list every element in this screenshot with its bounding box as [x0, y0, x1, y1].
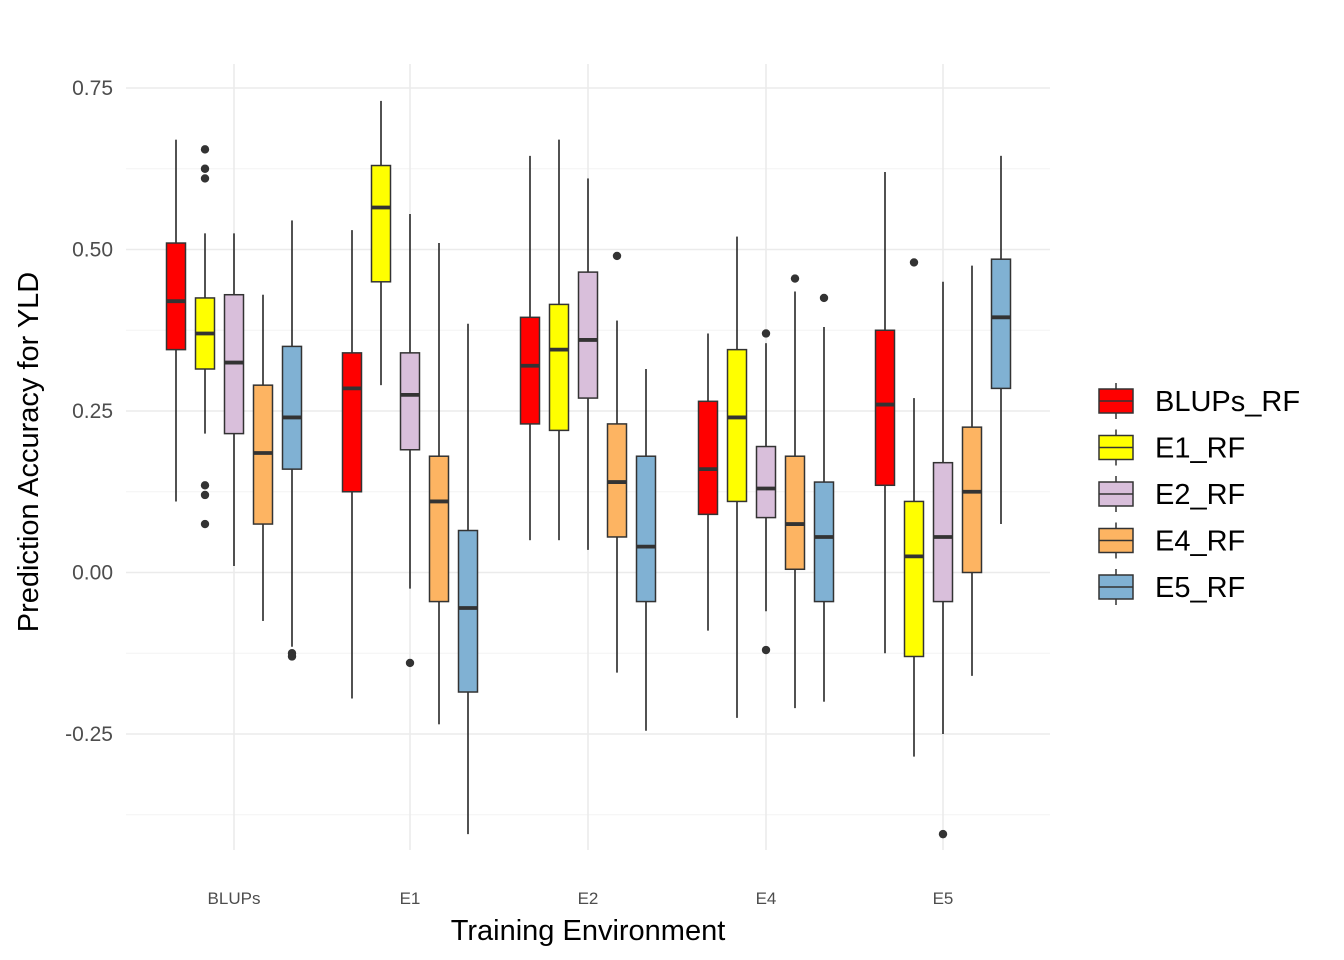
box-E5_RF-BLUPs: [281, 220, 303, 661]
box-E2_RF-E1: [399, 213, 421, 668]
box-E1_RF-E5: [903, 258, 925, 757]
legend-item-E2_RF: E2_RF: [1098, 476, 1245, 512]
box-BLUPs_RF-E2: [519, 155, 541, 541]
x-tick-label: E2: [578, 889, 599, 908]
box-BLUPs_RF-E1: [341, 230, 363, 699]
box-iqr: [577, 271, 599, 399]
outlier-point: [287, 652, 297, 661]
x-axis-ticks: BLUPs E1 E2 E4 E5: [208, 889, 954, 908]
legend-item-E1_RF: E1_RF: [1098, 429, 1245, 466]
legend-item-E5_RF: E5_RF: [1098, 569, 1245, 605]
box-E2_RF-E5: [932, 281, 954, 839]
box-iqr: [813, 481, 835, 603]
box-E4_RF-BLUPs: [252, 294, 274, 621]
box-series: [165, 100, 1012, 839]
box-BLUPs_RF-E4: [697, 333, 719, 631]
legend-label: E4_RF: [1155, 526, 1245, 558]
outlier-point: [612, 251, 622, 261]
box-iqr: [932, 461, 954, 603]
box-iqr: [874, 329, 896, 487]
y-tick-label: 0.50: [72, 239, 113, 262]
outlier-point: [200, 490, 210, 500]
box-BLUPs_RF-E5: [874, 171, 896, 654]
box-E5_RF-E4: [813, 293, 835, 702]
legend-item-BLUPs_RF: BLUPs_RF: [1098, 383, 1300, 419]
y-tick-label: 0.75: [72, 77, 113, 100]
legend: BLUPs_RF E1_RF E2_RF E4_RF E5_RF: [1098, 383, 1300, 605]
box-iqr: [961, 426, 983, 574]
legend-item-E4_RF: E4_RF: [1098, 522, 1245, 559]
box-E2_RF-E4: [755, 329, 777, 655]
box-iqr: [903, 500, 925, 658]
box-iqr: [635, 455, 657, 603]
legend-label: E1_RF: [1155, 433, 1245, 465]
box-iqr: [519, 316, 541, 425]
box-iqr: [784, 455, 806, 571]
outlier-point: [938, 829, 948, 839]
box-iqr: [399, 352, 421, 451]
x-tick-label: E5: [933, 889, 954, 908]
box-iqr: [697, 400, 719, 516]
box-iqr: [370, 164, 392, 283]
box-E5_RF-E5: [990, 155, 1012, 525]
box-iqr: [726, 348, 748, 503]
box-E4_RF-E1: [428, 243, 450, 725]
outlier-point: [819, 293, 829, 303]
box-iqr: [281, 345, 303, 470]
box-iqr: [548, 303, 570, 432]
outlier-point: [200, 481, 210, 490]
box-iqr: [990, 258, 1012, 390]
outlier-point: [761, 645, 771, 655]
box-E2_RF-BLUPs: [223, 233, 245, 567]
outlier-point: [909, 258, 919, 267]
box-iqr: [341, 352, 363, 493]
y-axis-ticks: -0.25 0.00 0.25 0.50 0.75: [65, 77, 113, 746]
y-tick-label: 0.00: [72, 562, 113, 585]
x-axis-title: Training Environment: [451, 915, 726, 947]
box-E4_RF-E4: [784, 274, 806, 709]
outlier-point: [200, 174, 210, 183]
box-iqr: [428, 455, 450, 603]
x-tick-label: E1: [400, 889, 421, 908]
box-iqr: [165, 242, 187, 351]
box-E1_RF-E1: [370, 100, 392, 386]
y-axis-title: Prediction Accuracy for YLD: [13, 272, 45, 633]
box-E5_RF-E1: [457, 323, 479, 835]
x-tick-label: BLUPs: [208, 889, 261, 908]
box-BLUPs_RF-BLUPs: [165, 139, 187, 502]
box-E1_RF-E2: [548, 139, 570, 541]
outlier-point: [761, 329, 771, 338]
y-tick-label: -0.25: [65, 723, 113, 746]
box-E1_RF-BLUPs: [194, 145, 216, 529]
legend-label: BLUPs_RF: [1155, 386, 1300, 418]
outlier-point: [200, 519, 210, 529]
y-tick-label: 0.25: [72, 400, 113, 423]
outlier-point: [405, 658, 415, 668]
box-iqr: [755, 445, 777, 519]
box-E5_RF-E2: [635, 369, 657, 731]
outlier-point: [200, 145, 210, 154]
outlier-point: [790, 274, 800, 283]
box-E4_RF-E5: [961, 265, 983, 676]
legend-label: E5_RF: [1155, 572, 1245, 604]
x-tick-label: E4: [756, 889, 777, 908]
box-E4_RF-E2: [606, 251, 628, 673]
box-E2_RF-E2: [577, 178, 599, 550]
box-iqr: [457, 529, 479, 693]
box-E1_RF-E4: [726, 236, 748, 718]
outlier-point: [200, 164, 210, 173]
legend-label: E2_RF: [1155, 479, 1245, 511]
